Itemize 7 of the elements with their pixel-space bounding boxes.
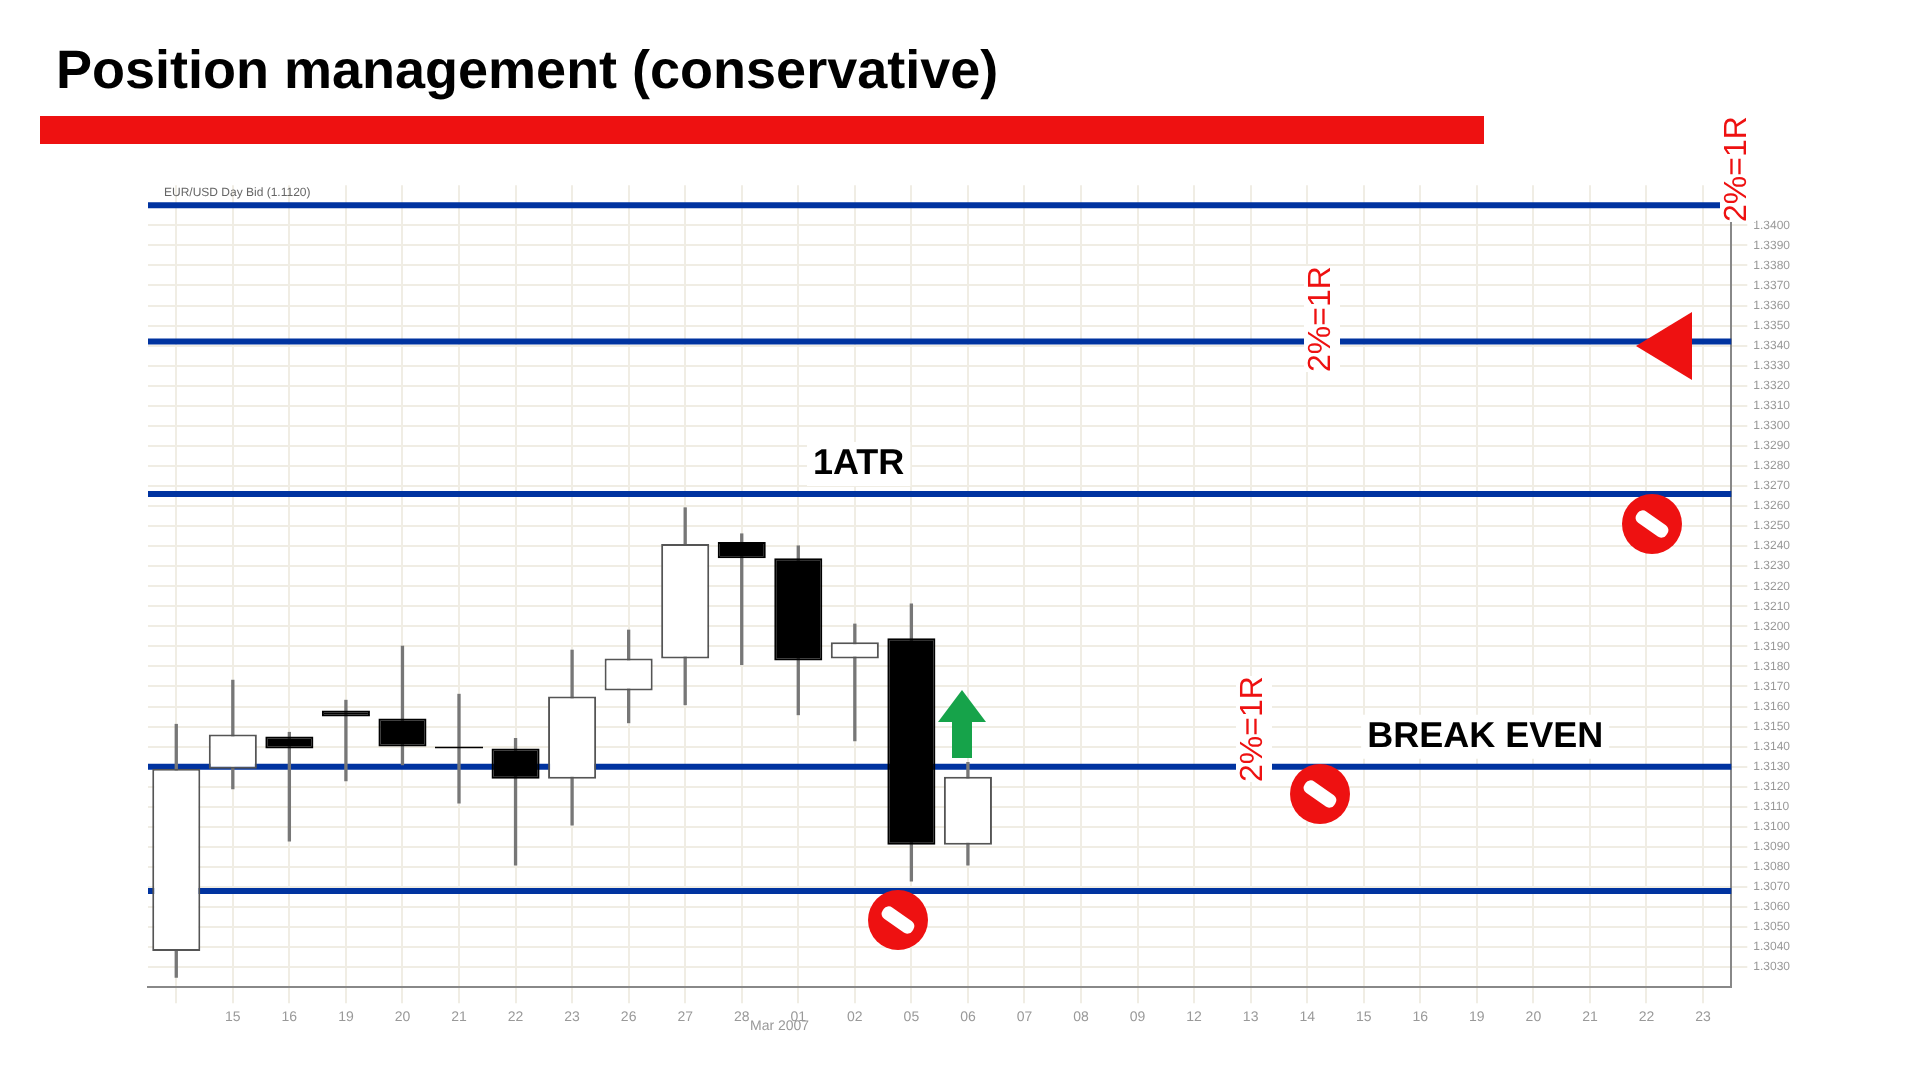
annotation: 2%=1R (1720, 116, 1756, 222)
candlestick (321, 699, 370, 782)
annotation: 2%=1R (1304, 266, 1340, 372)
ref-line-label: BREAK EVEN (1367, 714, 1604, 755)
ref-line-label: 1ATR (812, 441, 905, 482)
annotation: 2%=1R (1236, 676, 1272, 782)
chart-title: Position management (conservative) (56, 40, 999, 102)
